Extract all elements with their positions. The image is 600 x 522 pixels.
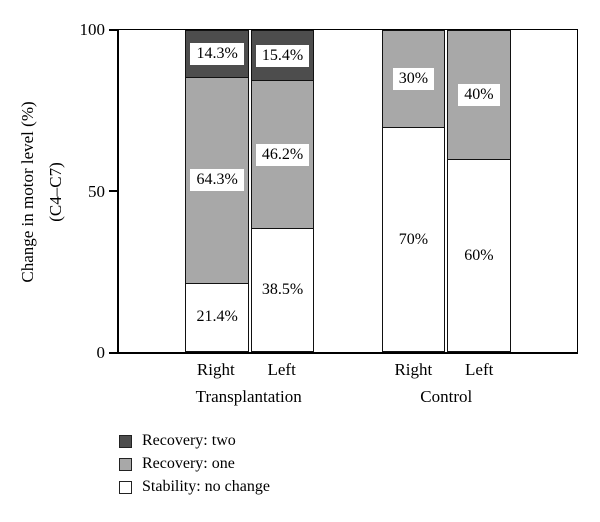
y-axis-title: Change in motor level (%) (C4–C7)	[14, 32, 70, 352]
legend-item-stability: Stability: no change	[119, 478, 270, 496]
x-label-transplantation-left: Left	[267, 360, 296, 379]
segment-recovery-one: 64.3%	[186, 76, 248, 283]
bar-control-right: 30% 70%	[381, 30, 446, 352]
legend-swatch-recovery-one	[119, 457, 132, 471]
segment-value-label: 40%	[458, 84, 500, 106]
y-tick-label-100: 100	[79, 20, 106, 39]
segment-stability: 70%	[382, 127, 445, 351]
x-axis-category-labels: Right Left Right Left	[117, 360, 578, 382]
y-axis-title-line1: Change in motor level (%)	[18, 101, 37, 283]
x-axis-group-labels: Transplantation Control	[117, 387, 578, 409]
bar-control-left: 40% 60%	[447, 30, 511, 352]
segment-value-label: 46.2%	[255, 143, 310, 166]
segment-value-label: 38.5%	[261, 281, 304, 299]
segment-stability: 21.4%	[186, 282, 248, 351]
y-tick-mark-100	[109, 29, 118, 31]
legend-label: Stability: no change	[142, 478, 270, 495]
legend-label: Recovery: two	[142, 432, 236, 449]
y-axis-title-line2: (C4–C7)	[46, 162, 65, 222]
segment-value-label: 14.3%	[190, 42, 244, 65]
legend: Recovery: two Recovery: one Stability: n…	[119, 432, 270, 496]
segment-value-label: 15.4%	[255, 44, 310, 67]
y-tick-mark-0	[109, 352, 118, 354]
legend-swatch-stability	[119, 480, 132, 494]
segment-recovery-two: 14.3%	[186, 31, 248, 77]
group-label-control: Control	[420, 387, 473, 406]
legend-item-recovery-two: Recovery: two	[119, 432, 270, 450]
plot-area: 14.3% 64.3% 21.4% 15.4% 46.2% 38.5%	[117, 29, 578, 354]
x-label-transplantation-right: Right	[196, 360, 235, 379]
group-label-transplantation: Transplantation	[195, 387, 302, 406]
segment-recovery-one: 46.2%	[251, 80, 314, 229]
segment-stability: 38.5%	[251, 228, 314, 351]
y-tick-mark-50	[109, 190, 118, 192]
bar-transplantation-left: 15.4% 46.2% 38.5%	[250, 30, 315, 352]
segment-value-label: 64.3%	[190, 169, 244, 192]
y-tick-label-0: 0	[96, 343, 106, 362]
y-tick-label-50: 50	[88, 182, 105, 201]
segment-value-label: 30%	[392, 68, 435, 90]
segment-recovery-two: 15.4%	[251, 31, 314, 81]
segment-value-label: 70%	[398, 230, 429, 248]
segment-recovery-one: 40%	[448, 31, 510, 159]
segment-value-label: 60%	[464, 246, 494, 264]
legend-label: Recovery: one	[142, 455, 235, 472]
legend-swatch-recovery-two	[119, 434, 132, 448]
x-label-control-right: Right	[394, 360, 433, 379]
segment-value-label: 21.4%	[196, 308, 238, 326]
segment-stability: 60%	[448, 159, 510, 351]
x-label-control-left: Left	[465, 360, 494, 379]
legend-item-recovery-one: Recovery: one	[119, 455, 270, 473]
segment-recovery-one: 30%	[382, 31, 445, 127]
bar-transplantation-right: 14.3% 64.3% 21.4%	[185, 30, 249, 352]
